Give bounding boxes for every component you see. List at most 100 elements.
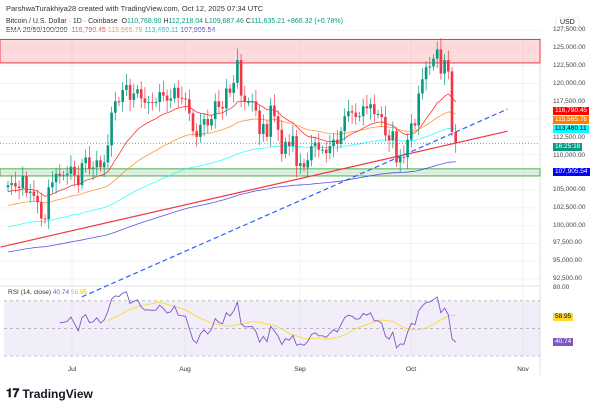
candle-body (310, 146, 313, 161)
red-trendline (0, 130, 508, 248)
candle-body (428, 66, 432, 68)
candle-body (243, 95, 247, 103)
candle-body (265, 124, 269, 137)
candle-body (43, 218, 47, 220)
candle-body (14, 183, 17, 187)
candle-body (280, 129, 284, 154)
candle-body (232, 82, 235, 93)
ema50-line (7, 111, 456, 207)
candle-body (158, 92, 161, 103)
candle-body (47, 187, 50, 220)
candle-body (36, 195, 39, 203)
candle-body (121, 89, 124, 103)
candle-body (432, 58, 435, 67)
candle-body (225, 88, 228, 109)
candle-body (295, 136, 298, 166)
resistance-zone (0, 38, 541, 64)
candle-body (58, 173, 62, 176)
candle-body (324, 149, 328, 154)
ema20-badge: 116,790.45 (553, 107, 590, 115)
candle-body (217, 101, 221, 107)
candle-body (51, 182, 54, 188)
candle-body (143, 98, 147, 103)
blue-trendline (81, 108, 508, 298)
symbol-name: Bitcoin / U.S. Dollar · 1D · Coinbase (6, 18, 118, 25)
candle-body (151, 102, 154, 104)
candle-body (454, 131, 457, 144)
candle-body (162, 92, 165, 96)
candle-body (202, 119, 206, 125)
rsi-ma-badge: 58.95 (553, 313, 574, 321)
candle-body (380, 114, 383, 117)
countdown-badge: 16:25:18 (553, 143, 583, 151)
candle-body (21, 175, 25, 189)
candle-body (210, 119, 213, 126)
candle-body (110, 112, 113, 146)
candle-body (384, 116, 387, 136)
candle-body (188, 99, 191, 114)
rsi-badge: 40.74 (553, 338, 574, 346)
candle-body (387, 135, 391, 141)
time-tick: Sep (294, 366, 306, 373)
candle-body (402, 156, 406, 158)
tradingview-logo-icon: 𝟏𝟕 (6, 386, 20, 400)
candle-body (269, 105, 272, 137)
candle-body (328, 146, 332, 154)
currency-label[interactable]: USD (555, 17, 580, 28)
rsi-ma-line (107, 301, 456, 340)
candle-body (421, 79, 424, 94)
candle-body (395, 131, 398, 163)
ema200-badge: 107,905.54 (553, 168, 590, 176)
candle-body (291, 136, 295, 147)
candle-body (228, 88, 232, 93)
candle-body (221, 106, 224, 109)
candle-body (262, 124, 265, 135)
candle-body (136, 89, 139, 94)
candle-body (317, 142, 321, 150)
candle-body (406, 139, 409, 158)
candle-body (106, 145, 110, 163)
candle-body (88, 157, 91, 169)
candle-body (117, 101, 121, 103)
candle-body (125, 84, 128, 90)
candle-body (80, 163, 84, 186)
candle-body (102, 162, 106, 168)
candle-body (25, 175, 28, 194)
low-value: 109,687.46 (208, 18, 244, 25)
candle-body (199, 124, 202, 137)
candle-body (350, 111, 354, 113)
candle-body (339, 131, 343, 144)
time-tick: Oct (405, 366, 417, 373)
candle-body (195, 131, 198, 137)
price-tick: 122,500.00 (553, 61, 586, 69)
candle-body (258, 110, 261, 135)
candle-body (91, 167, 95, 169)
candle-body (439, 49, 443, 74)
candle-body (32, 191, 36, 196)
candle-body (417, 93, 420, 126)
candle-body (299, 163, 302, 166)
candle-body (6, 185, 10, 188)
support-zone (0, 168, 541, 177)
candle-body (180, 97, 184, 99)
price-tick: 105,000.00 (553, 186, 586, 194)
candle-body (40, 202, 43, 219)
tradingview-logo[interactable]: 𝟏𝟕 TradingView (6, 386, 93, 401)
candle-body (391, 131, 395, 141)
price-tick: 97,500.00 (553, 239, 582, 247)
candle-body (365, 106, 369, 109)
candle-body (287, 141, 291, 147)
candle-body (154, 102, 158, 104)
candle-body (247, 102, 250, 104)
candle-body (376, 114, 380, 116)
candle-body (398, 156, 402, 163)
candle-body (132, 93, 136, 100)
candle-body (321, 149, 324, 151)
candle-body (184, 98, 187, 100)
candle-body (358, 116, 361, 118)
candle-body (354, 112, 358, 117)
candle-body (191, 113, 195, 132)
price-tick: 117,500.00 (553, 98, 586, 105)
candle-body (73, 166, 76, 176)
